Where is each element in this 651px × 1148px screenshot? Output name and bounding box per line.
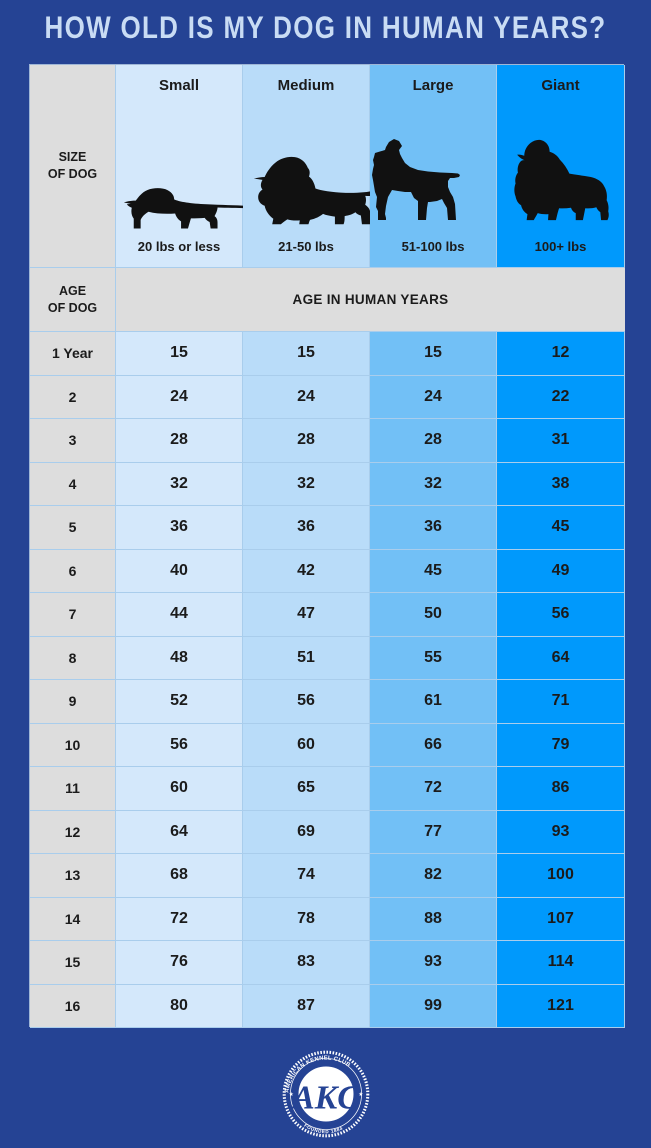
- svg-text:AKC: AKC: [290, 1080, 360, 1117]
